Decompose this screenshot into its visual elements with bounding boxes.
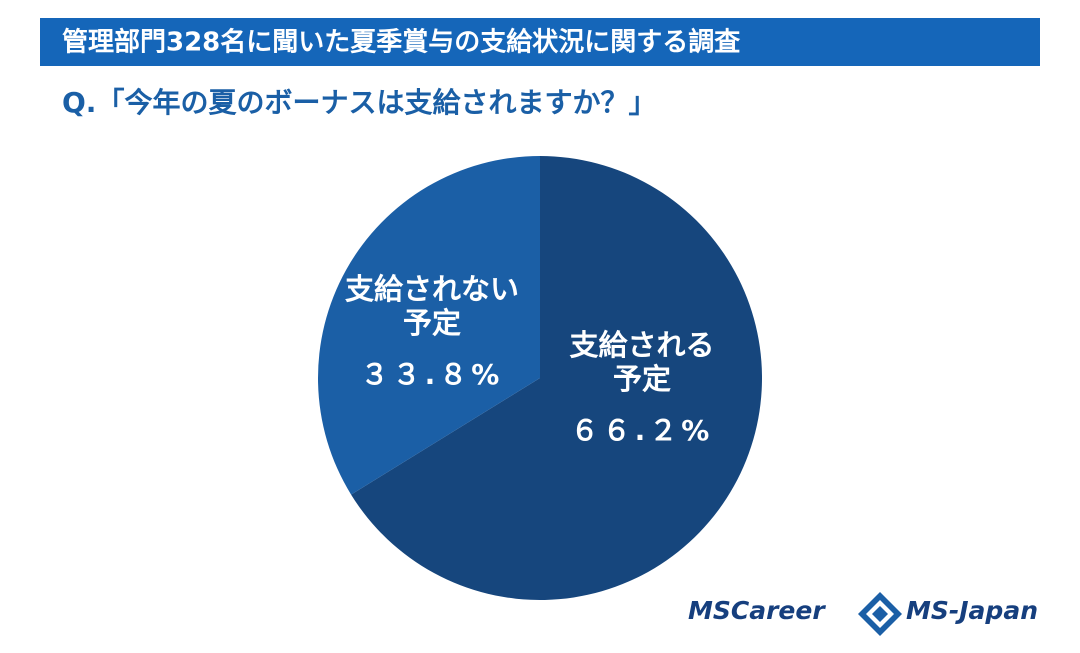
pie-slice (317, 156, 540, 495)
category-label: 支給される予定 (569, 328, 715, 396)
category-label: 支給されない予定 (344, 272, 519, 340)
chart-title: 管理部門328名に聞いた夏季賞与の支給状況に関する調査 (62, 27, 740, 58)
logo-text: MSCareer (688, 596, 826, 625)
value-label: ６６.２% (570, 414, 714, 447)
value-label: ３３.８% (360, 358, 504, 391)
logo-icon (858, 592, 902, 636)
logo-text: MS-Japan (906, 596, 1038, 625)
title-bar (40, 18, 1040, 66)
pie-slice (351, 156, 762, 601)
slice-label: 支給されない予定 ３３.８% (337, 272, 527, 392)
slice-label: 支給される予定 ６６.２% (562, 328, 722, 448)
chart-subtitle: Q.「今年の夏のボーナスは支給されますか？」 (62, 86, 656, 119)
